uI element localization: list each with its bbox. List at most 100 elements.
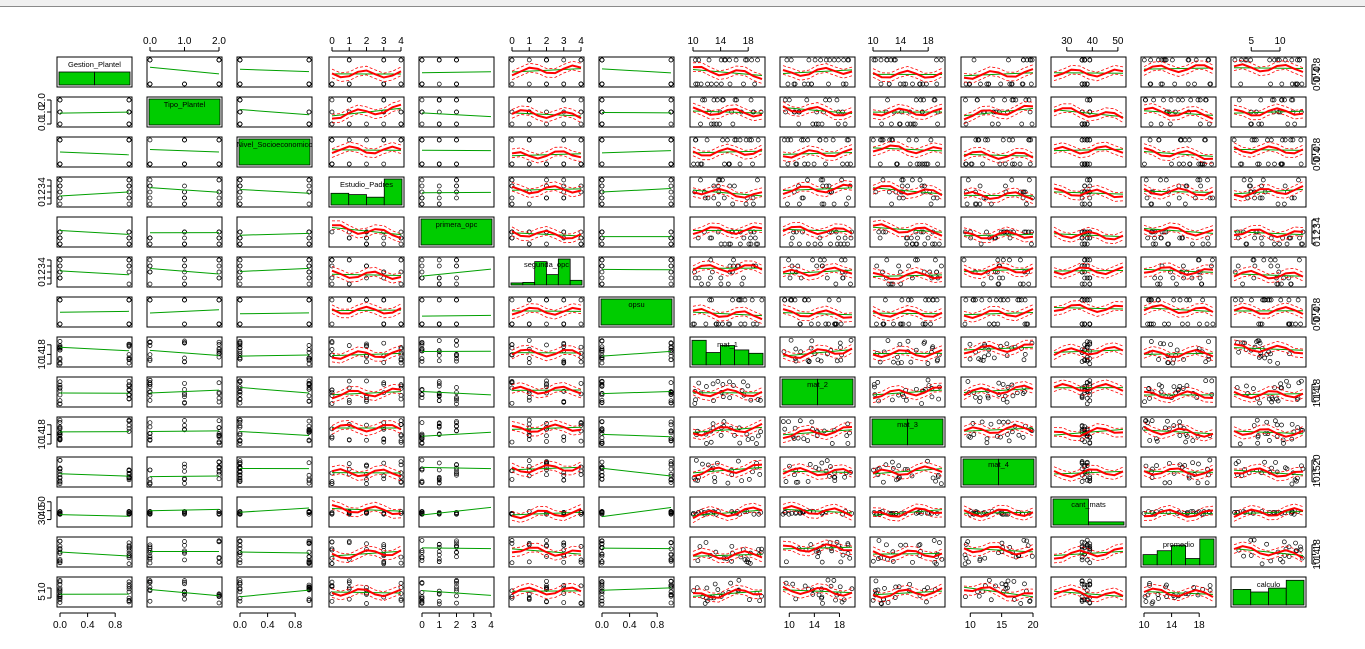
- scatter-point: [306, 235, 312, 241]
- diag-bar: [238, 138, 311, 166]
- scatter-point: [126, 161, 132, 167]
- panel-cant_mats-vs-Nivel_Socioeconomico: [236, 496, 313, 528]
- scatter-point: [126, 384, 132, 389]
- scatter-point: [883, 462, 889, 468]
- panel-frame: [598, 496, 675, 528]
- scatter-point: [668, 57, 674, 63]
- scatter-point: [930, 475, 936, 481]
- scatter-point: [817, 137, 823, 143]
- scatter-point: [928, 201, 934, 207]
- scatter-point: [381, 235, 387, 241]
- scatter-point: [988, 421, 994, 427]
- linear-fit-line: [239, 507, 310, 513]
- scatter-point: [398, 321, 404, 327]
- scatter-point: [1167, 480, 1173, 485]
- panel-frame: [508, 376, 585, 408]
- panel-Nivel_Socioeconomico-vs-promedio: [1140, 136, 1217, 168]
- spread-upper-line: [692, 260, 763, 268]
- scatter-point: [881, 321, 887, 327]
- panel-mat_4-vs-promedio: [1140, 456, 1217, 488]
- scatter-point: [306, 538, 312, 544]
- smooth-fit-line: [1233, 467, 1304, 478]
- scatter-point: [1084, 297, 1090, 303]
- scatter-point: [668, 275, 674, 281]
- scatter-point: [1001, 297, 1006, 303]
- scatter-point: [237, 441, 243, 447]
- scatter-point: [578, 420, 584, 425]
- linear-fit-line: [239, 312, 310, 315]
- spread-upper-line: [511, 303, 582, 311]
- scatter-point: [1082, 137, 1088, 143]
- scatter-point: [1196, 257, 1202, 263]
- scatter-point: [1171, 423, 1177, 428]
- scatter-point: [1029, 121, 1035, 127]
- scatter-point: [216, 476, 222, 482]
- scatter-point: [1087, 339, 1093, 345]
- scatter-point: [147, 548, 153, 553]
- linear-fit-line: [239, 551, 310, 554]
- smooth-fit-line: [692, 423, 763, 437]
- scatter-point: [926, 297, 931, 303]
- scatter-point: [739, 478, 744, 484]
- scatter-point: [1147, 137, 1153, 143]
- scatter-point: [381, 382, 387, 387]
- scatter-point: [1262, 459, 1267, 465]
- scatter-point: [578, 137, 584, 143]
- scatter-point: [436, 281, 442, 287]
- scatter-point: [726, 321, 731, 327]
- scatter-point: [454, 428, 459, 433]
- scatter-point: [904, 241, 910, 247]
- spread-upper-line: [1233, 181, 1304, 194]
- scatter-point: [734, 97, 739, 103]
- scatter-point: [237, 275, 243, 281]
- scatter-point: [57, 417, 63, 423]
- scatter-point: [216, 342, 222, 347]
- scatter-point: [1251, 257, 1257, 263]
- smooth-fit-line: [963, 104, 1034, 121]
- scatter-point: [1079, 466, 1085, 472]
- linear-fit-line: [1143, 227, 1214, 234]
- linear-fit-line: [692, 150, 763, 154]
- scatter-point: [692, 401, 698, 406]
- linear-fit-line: [239, 386, 310, 394]
- scatter-point: [436, 263, 442, 269]
- scatter-point: [599, 559, 605, 564]
- scatter-point: [1009, 429, 1015, 435]
- panel-frame: [960, 136, 1037, 168]
- scatter-point: [526, 97, 532, 103]
- panel-mat_4-vs-cant_mats: [1050, 456, 1127, 488]
- spread-upper-line: [1233, 386, 1304, 395]
- scatter-point: [1154, 463, 1159, 468]
- scatter-point: [977, 183, 983, 189]
- scatter-point: [1082, 81, 1088, 87]
- scatter-point: [147, 424, 153, 430]
- panel-frame: [56, 176, 133, 208]
- scatter-point: [329, 481, 335, 487]
- panel-frame: [689, 336, 766, 368]
- panel-mat_2-vs-segunda_opc: [508, 376, 585, 408]
- scatter-point: [526, 137, 532, 143]
- smooth-fit-line: [1053, 230, 1124, 241]
- scatter-point: [561, 400, 567, 405]
- spread-upper-line: [511, 105, 582, 115]
- scatter-point: [1244, 383, 1249, 389]
- scatter-point: [668, 419, 674, 425]
- scatter-point: [147, 542, 153, 548]
- scatter-point: [398, 81, 404, 87]
- scatter-point: [306, 418, 312, 424]
- scatter-point: [329, 510, 335, 515]
- scatter-point: [1020, 391, 1026, 396]
- scatter-point: [905, 297, 911, 303]
- scatter-point: [870, 137, 876, 143]
- scatter-point: [821, 257, 827, 263]
- scatter-point: [1256, 161, 1262, 167]
- smooth-fit-line: [963, 68, 1034, 80]
- linear-fit-line: [421, 506, 492, 516]
- scatter-point: [1180, 263, 1186, 269]
- scatter-point: [1146, 297, 1151, 303]
- scatter-point: [237, 321, 243, 327]
- linear-fit-line: [1053, 470, 1124, 475]
- panel-mat_1-vs-Estudio_Padres: [328, 336, 405, 368]
- panel-Tipo_Plantel-vs-mat_3: [869, 96, 946, 128]
- smooth-fit-line: [1143, 106, 1214, 120]
